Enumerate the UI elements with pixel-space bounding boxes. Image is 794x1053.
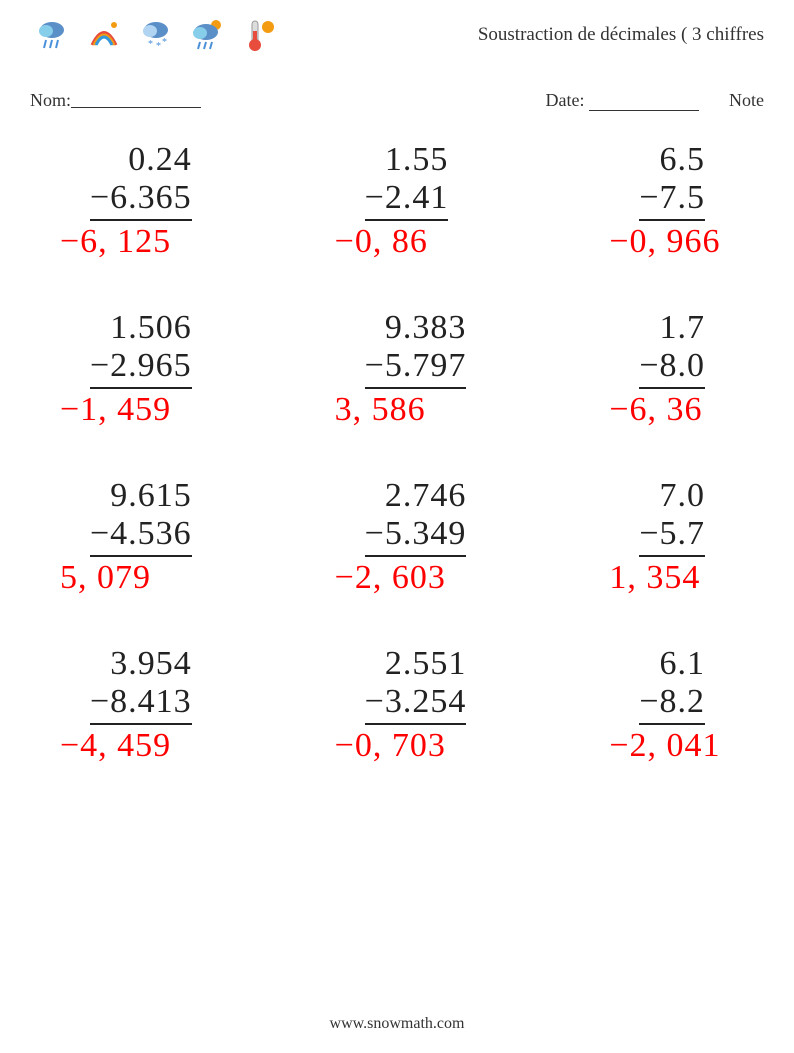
problem-inner: 9.383−5.797 — [365, 309, 467, 389]
problem-inner: 6.5−7.5 — [639, 141, 705, 221]
operand-1: 0.24 — [128, 141, 192, 179]
rain-cloud-icon — [30, 13, 74, 57]
operand-2: −3.254 — [365, 683, 467, 725]
operand-1: 2.746 — [385, 477, 467, 515]
operand-2: −2.41 — [365, 179, 449, 221]
answer: −2, 603 — [335, 559, 446, 597]
operand-2: −8.2 — [639, 683, 705, 725]
operand-1: 2.551 — [385, 645, 467, 683]
operand-2: −7.5 — [639, 179, 705, 221]
problem: 9.615−4.5365, 079 — [30, 477, 245, 597]
problem: 3.954−8.413−4, 459 — [30, 645, 245, 765]
problem: 1.7−8.0−6, 36 — [579, 309, 794, 429]
problem: 9.383−5.7973, 586 — [305, 309, 520, 429]
problem-inner: 7.0−5.7 — [639, 477, 705, 557]
info-row: Nom: Date: Note — [0, 60, 794, 121]
operand-2: −4.536 — [90, 515, 192, 557]
problem: 6.5−7.5−0, 966 — [579, 141, 794, 261]
svg-text:*: * — [148, 39, 153, 50]
svg-text:*: * — [156, 41, 161, 52]
worksheet-header: * * * Soustraction de décimal — [0, 0, 794, 60]
problem-inner: 2.746−5.349 — [365, 477, 467, 557]
operand-1: 1.7 — [660, 309, 706, 347]
operand-1: 1.506 — [110, 309, 192, 347]
answer: −2, 041 — [609, 727, 720, 765]
operand-2: −8.0 — [639, 347, 705, 389]
operand-2: −5.7 — [639, 515, 705, 557]
problem-inner: 0.24−6.365 — [90, 141, 192, 221]
name-label: Nom: — [30, 90, 71, 111]
answer: −4, 459 — [60, 727, 171, 765]
header-icons: * * * — [30, 13, 282, 57]
answer: −1, 459 — [60, 391, 171, 429]
operand-2: −6.365 — [90, 179, 192, 221]
date-label: Date: — [546, 90, 585, 110]
problem: 2.746−5.349−2, 603 — [305, 477, 520, 597]
problem: 7.0−5.71, 354 — [579, 477, 794, 597]
problem-inner: 1.7−8.0 — [639, 309, 705, 389]
footer-url: www.snowmath.com — [0, 1015, 794, 1033]
problem-row: 0.24−6.365−6, 1251.55−2.41−0, 866.5−7.5−… — [30, 141, 794, 261]
problem-inner: 9.615−4.536 — [90, 477, 192, 557]
answer: 3, 586 — [335, 391, 426, 429]
operand-2: −2.965 — [90, 347, 192, 389]
answer: 5, 079 — [60, 559, 151, 597]
problems-grid: 0.24−6.365−6, 1251.55−2.41−0, 866.5−7.5−… — [0, 121, 794, 765]
problem-row: 3.954−8.413−4, 4592.551−3.254−0, 7036.1−… — [30, 645, 794, 765]
snow-cloud-icon: * * * — [134, 13, 178, 57]
info-right: Date: Note — [546, 90, 764, 111]
operand-1: 6.5 — [660, 141, 706, 179]
operand-1: 9.383 — [385, 309, 467, 347]
operand-1: 6.1 — [660, 645, 706, 683]
problem-inner: 1.506−2.965 — [90, 309, 192, 389]
problem: 1.55−2.41−0, 86 — [305, 141, 520, 261]
answer: 1, 354 — [609, 559, 700, 597]
answer: −0, 86 — [335, 223, 428, 261]
operand-2: −5.349 — [365, 515, 467, 557]
worksheet-title: Soustraction de décimales ( 3 chiffres — [478, 24, 764, 46]
operand-2: −8.413 — [90, 683, 192, 725]
problem-inner: 6.1−8.2 — [639, 645, 705, 725]
problem-inner: 1.55−2.41 — [365, 141, 449, 221]
problem: 6.1−8.2−2, 041 — [579, 645, 794, 765]
problem: 2.551−3.254−0, 703 — [305, 645, 520, 765]
operand-1: 1.55 — [385, 141, 449, 179]
answer: −0, 966 — [609, 223, 720, 261]
problem-row: 1.506−2.965−1, 459 9.383−5.7973, 586 1.7−8… — [30, 309, 794, 429]
svg-text:*: * — [162, 37, 167, 48]
thermometer-icon — [238, 13, 282, 57]
problem-inner: 2.551−3.254 — [365, 645, 467, 725]
answer: −0, 703 — [335, 727, 446, 765]
rain-cloud-2-icon — [186, 13, 230, 57]
operand-1: 9.615 — [110, 477, 192, 515]
answer: −6, 125 — [60, 223, 171, 261]
operand-2: −5.797 — [365, 347, 467, 389]
operand-1: 7.0 — [660, 477, 706, 515]
operand-1: 3.954 — [110, 645, 192, 683]
date-blank — [589, 93, 699, 111]
problem-row: 9.615−4.5365, 0792.746−5.349−2, 6037.0−5… — [30, 477, 794, 597]
problem-inner: 3.954−8.413 — [90, 645, 192, 725]
problem: 1.506−2.965−1, 459 — [30, 309, 245, 429]
problem: 0.24−6.365−6, 125 — [30, 141, 245, 261]
name-blank — [71, 90, 201, 108]
note-label: Note — [729, 90, 764, 111]
answer: −6, 36 — [609, 391, 702, 429]
rainbow-icon — [82, 13, 126, 57]
